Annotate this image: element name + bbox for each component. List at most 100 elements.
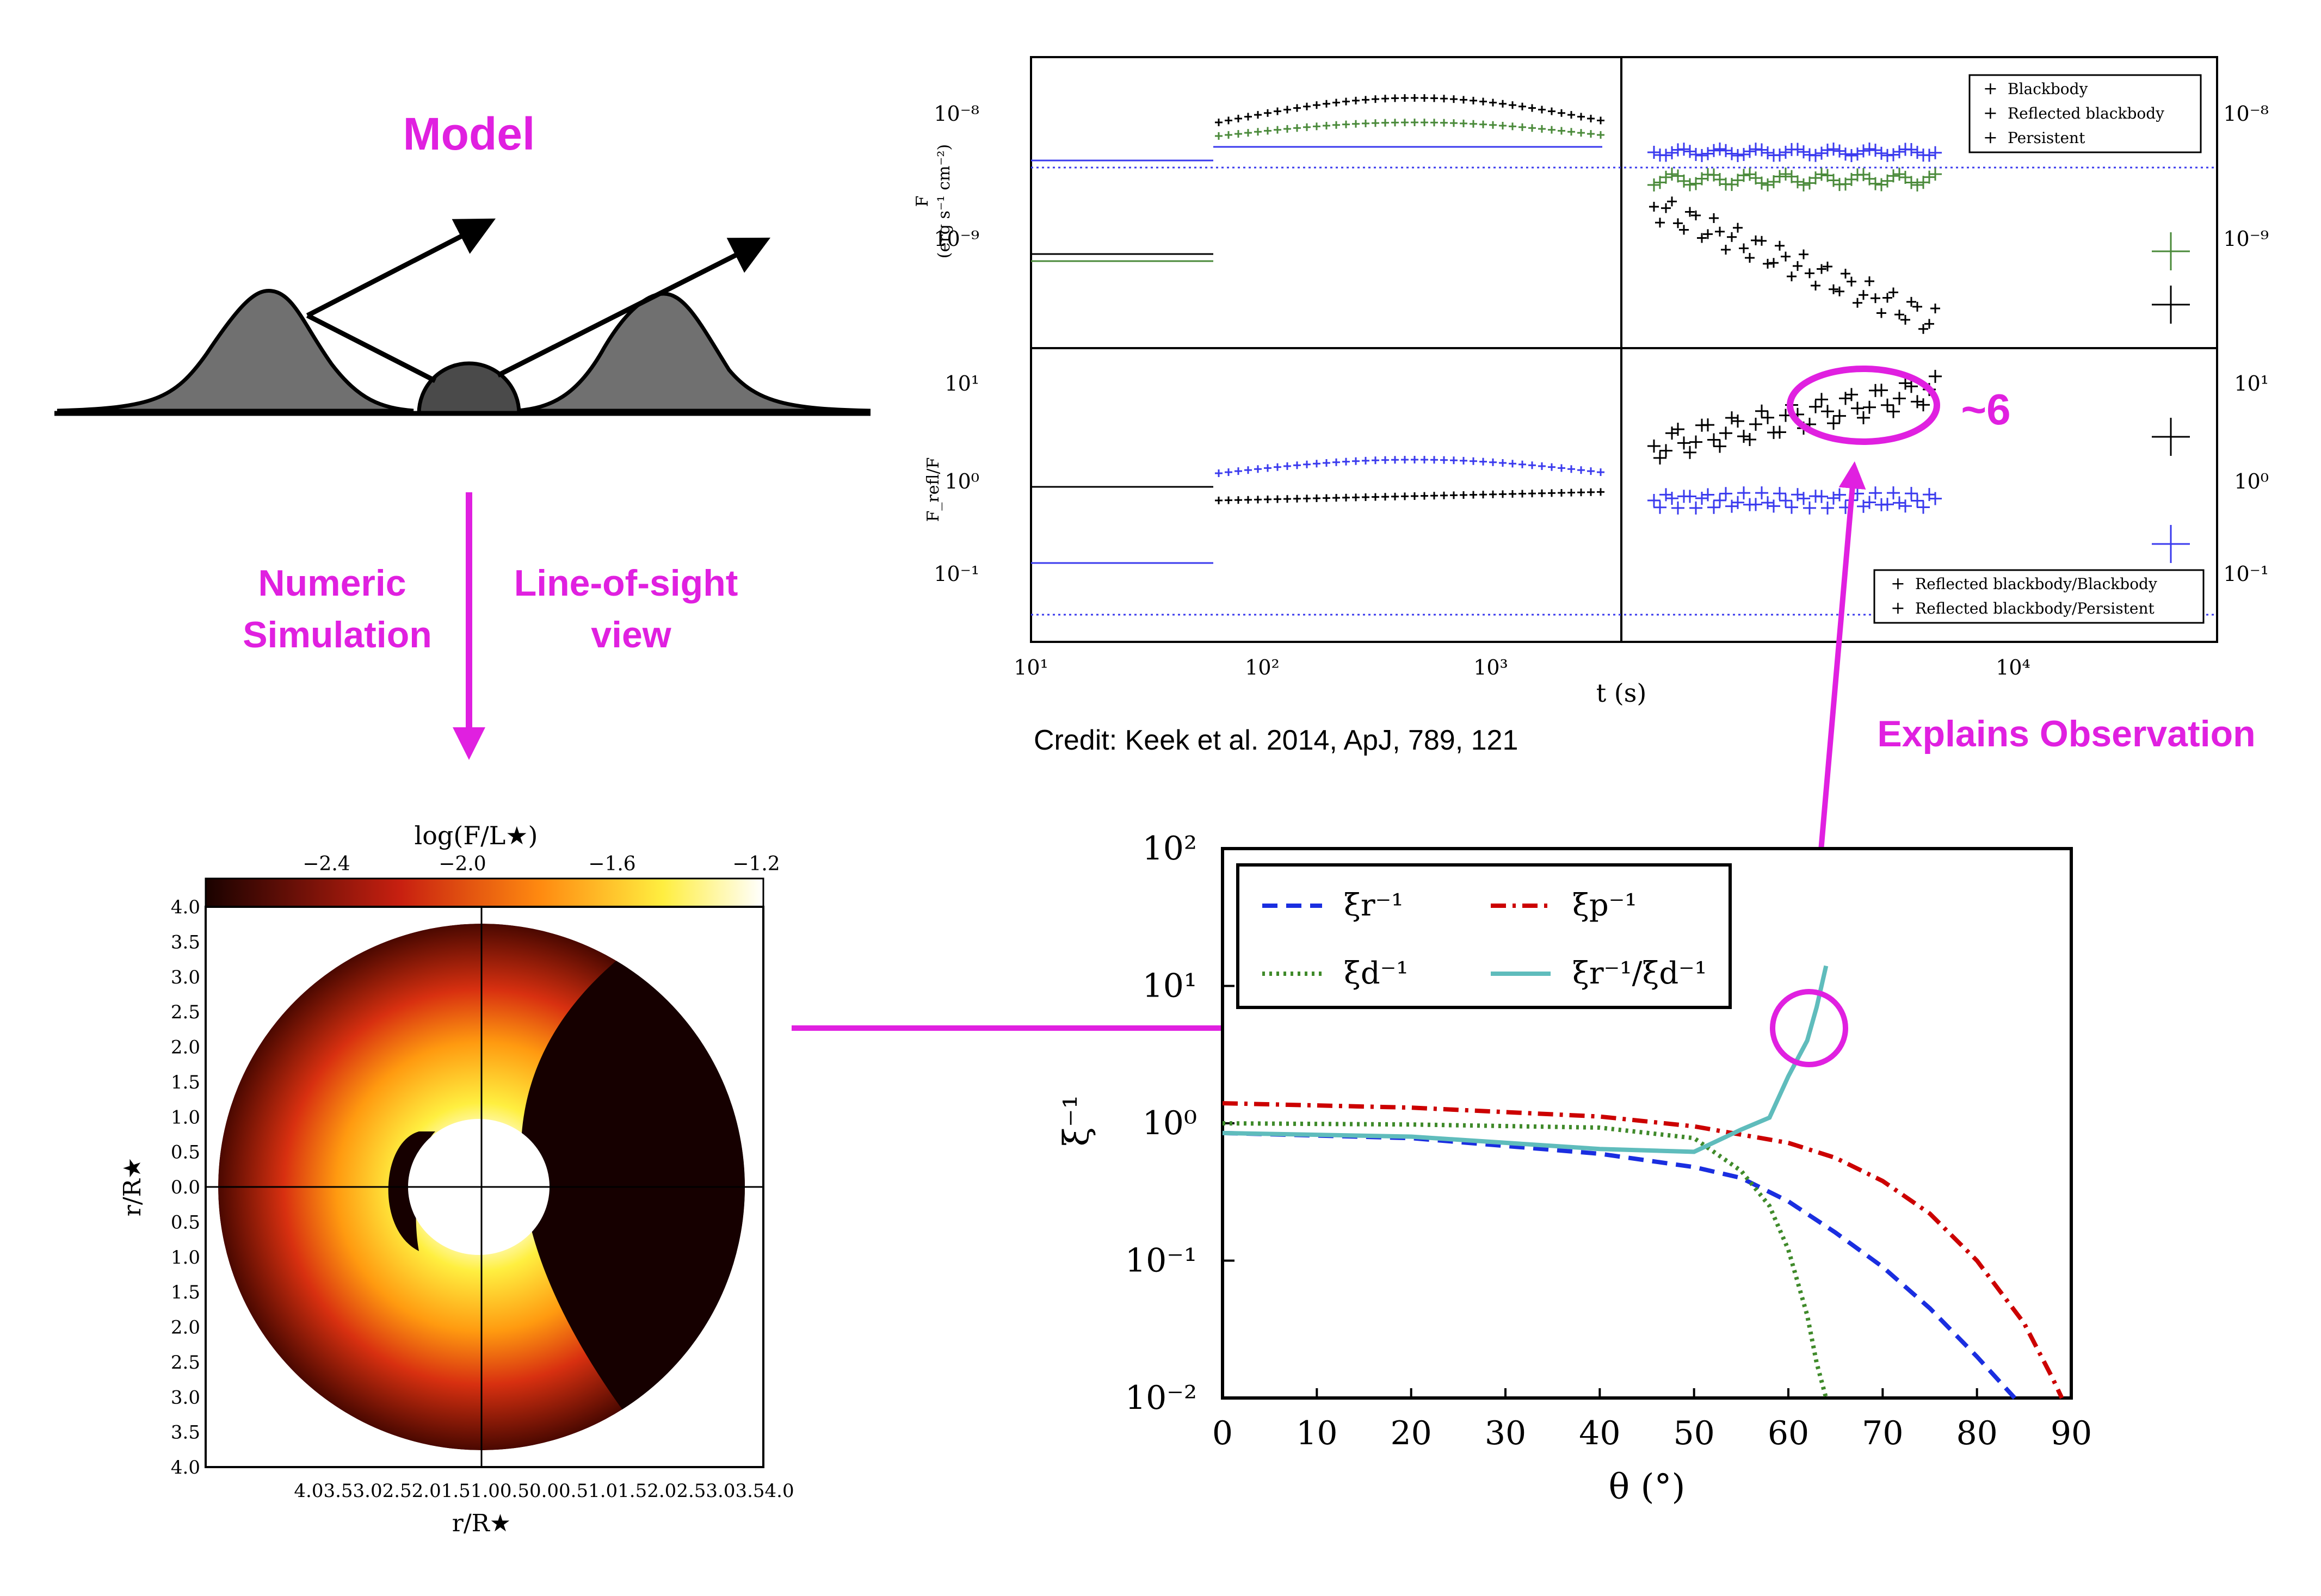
los-line-2: view xyxy=(591,614,672,655)
left-gaussian-peak xyxy=(57,288,414,413)
image-y-ticks: 4.0 3.5 3.0 2.5 2.0 1.5 1.0 0.5 0.0 0.5 1.0 1.5 2.0 2… xyxy=(171,896,200,1479)
legend-persistent: Persistent xyxy=(2008,129,2085,147)
theta-legend-label: ξr⁻¹/ξd⁻¹ xyxy=(1572,956,1707,991)
approx-six-label: ~6 xyxy=(1961,385,2010,434)
theta-x-tick-label: 0 xyxy=(1212,1414,1233,1452)
obs-bottom-tick-2: 10⁰ xyxy=(945,469,979,493)
theta-x-tick-label: 80 xyxy=(1956,1414,1997,1452)
theta-y-tick-label: 10⁰ xyxy=(1143,1104,1197,1142)
theta-y-tick-label: 10¹ xyxy=(1143,967,1197,1005)
theta-x-label: θ (°) xyxy=(1609,1467,1686,1507)
reflection-ray-left-outgoing xyxy=(306,218,496,318)
image-y-tick-label: 1.0 xyxy=(171,1106,200,1128)
image-y-tick-label: 3.0 xyxy=(171,1387,200,1408)
theta-chart: 0 10 20 30 40 50 60 70 80 90 10² 10¹ 10⁰ 10⁻¹ 10⁻² θ … xyxy=(1057,830,2092,1507)
theta-y-tick-label: 10² xyxy=(1143,830,1197,868)
obs-x-tick-4: 10⁴ xyxy=(1996,655,2030,679)
image-y-tick-label: 0.5 xyxy=(171,1142,200,1164)
legend-marker-black: + xyxy=(1983,78,1998,98)
theta-x-tick-label: 60 xyxy=(1768,1414,1809,1452)
colorbar-tick-label: −1.2 xyxy=(732,853,780,875)
theta-highlight-circle xyxy=(1770,989,1848,1067)
obs-x-label: t (s) xyxy=(1596,678,1647,708)
theta-legend-items: ξr⁻¹ ξp⁻¹ ξd⁻¹ ξr⁻¹/ξd⁻¹ xyxy=(1262,888,1707,991)
image-y-label: r/R★ xyxy=(119,1158,146,1216)
credit-text: Credit: Keek et al. 2014, ApJ, 789, 121 xyxy=(1034,725,1518,756)
obs-y-label-bottom: F_refl/F xyxy=(924,457,943,522)
obs-top-tick-1: 10⁻⁸ xyxy=(934,102,979,126)
image-y-tick-label: 4.0 xyxy=(171,1457,200,1479)
numeric-simulation-label: Numeric Simulation xyxy=(243,562,432,655)
reflection-ray-right xyxy=(496,237,771,378)
obs-bottom-tick-3-right: 10⁻¹ xyxy=(2223,562,2269,586)
theta-legend: ξr⁻¹ ξp⁻¹ ξd⁻¹ ξr⁻¹/ξd⁻¹ xyxy=(1236,863,1732,1009)
obs-x-tick-1: 10¹ xyxy=(1014,655,1048,679)
image-y-tick-label: 0.5 xyxy=(171,1211,200,1233)
theta-legend-label: ξr⁻¹ xyxy=(1344,888,1404,923)
theta-series-line xyxy=(1222,1101,2064,1399)
obs-y-label-top: F xyxy=(913,196,932,207)
simulation-image-panel: log(F/L★) −2.4 −2.0 −1.6 −1.2 4.0 3.5 3.0 2.5 2… xyxy=(119,821,794,1537)
theta-x-tick-labels: 0 10 20 30 40 50 60 70 80 90 xyxy=(1212,1414,2092,1452)
obs-top-tick-1-right: 10⁻⁸ xyxy=(2223,102,2269,126)
theta-y-tick-labels: 10² 10¹ 10⁰ 10⁻¹ 10⁻² xyxy=(1125,830,1197,1417)
theta-x-tick-label: 90 xyxy=(2051,1414,2092,1452)
image-y-tick-label: 4.0 xyxy=(171,896,200,918)
los-line-1: Line-of-sight xyxy=(514,562,738,604)
image-y-tick-label: 2.0 xyxy=(171,1317,200,1339)
image-y-tick-label: 3.0 xyxy=(171,967,200,988)
legend-blackbody: Blackbody xyxy=(2008,80,2088,98)
legend-marker-blue: + xyxy=(1983,127,1998,147)
line-of-sight-label: Line-of-sight view xyxy=(514,562,749,655)
obs-bottom-tick-2-right: 10⁰ xyxy=(2234,469,2269,493)
obs-legend-bottom: Reflected blackbody/Blackbody Reflected … xyxy=(1873,569,2205,624)
theta-x-tick-label: 10 xyxy=(1296,1414,1337,1452)
image-y-tick-label: 1.5 xyxy=(171,1072,200,1093)
theta-x-tick-label: 70 xyxy=(1862,1414,1903,1452)
reflection-ray-left-incoming xyxy=(306,313,437,383)
theta-x-tick-label: 30 xyxy=(1485,1414,1526,1452)
image-y-tick-label: 2.0 xyxy=(171,1037,200,1059)
obs-bottom-tick-3: 10⁻¹ xyxy=(934,562,979,586)
colorbar-tick-label: −1.6 xyxy=(588,853,635,875)
theta-x-tick-label: 40 xyxy=(1579,1414,1620,1452)
colorbar-tick-label: −2.0 xyxy=(439,853,486,875)
theta-y-tick-label: 10⁻¹ xyxy=(1125,1242,1197,1280)
obs-bottom-tick-1-right: 10¹ xyxy=(2234,372,2269,395)
theta-y-label: ξ⁻¹ xyxy=(1057,1095,1097,1147)
legend-marker-refl-persistent: + xyxy=(1891,597,1905,618)
model-diagram: Model xyxy=(54,108,871,416)
legend-refl-persistent: Reflected blackbody/Persistent xyxy=(1915,599,2155,617)
observation-highlight-ellipse xyxy=(1787,366,1940,445)
image-y-tick-label: 2.5 xyxy=(171,1352,200,1374)
theta-x-tick-label: 20 xyxy=(1390,1414,1431,1452)
star-hemisphere xyxy=(417,361,521,416)
theta-series xyxy=(1222,965,2064,1400)
theta-legend-label: ξd⁻¹ xyxy=(1344,956,1409,991)
image-y-tick-label: 1.0 xyxy=(171,1247,200,1269)
theta-ticks xyxy=(1221,848,2072,1399)
image-y-tick-label: 3.5 xyxy=(171,931,200,953)
legend-marker-green: + xyxy=(1983,102,1998,123)
theta-x-tick-label: 50 xyxy=(1673,1414,1714,1452)
obs-x-tick-3: 10³ xyxy=(1473,655,1508,679)
image-y-tick-label: 0.0 xyxy=(171,1177,200,1198)
obs-y-unit-top: (erg s⁻¹ cm⁻²) xyxy=(935,144,954,258)
colorbar-ticks: −2.4 −2.0 −1.6 −1.2 xyxy=(303,853,780,875)
numeric-line-2: Simulation xyxy=(243,614,432,655)
explains-observation-label: Explains Observation xyxy=(1877,713,2255,754)
theta-series-line xyxy=(1222,1130,2016,1400)
image-x-ticks: 4.03.53.02.52.01.51.00.50.00.51.01.52.02… xyxy=(294,1480,794,1502)
theta-legend-label: ξp⁻¹ xyxy=(1572,888,1637,923)
obs-top-tick-2-right: 10⁻⁹ xyxy=(2223,227,2269,251)
legend-marker-refl-bb: + xyxy=(1891,573,1905,593)
obs-x-tick-2: 10² xyxy=(1245,655,1280,679)
right-gaussian-peak xyxy=(516,292,871,413)
obs-top-tick-2: 10⁻⁹ xyxy=(934,227,979,251)
colorbar-label: log(F/L★) xyxy=(415,821,538,850)
theta-series-line xyxy=(1222,965,1829,1154)
image-x-label: r/R★ xyxy=(452,1510,511,1537)
model-title: Model xyxy=(403,108,535,159)
numeric-line-1: Numeric xyxy=(258,562,406,604)
